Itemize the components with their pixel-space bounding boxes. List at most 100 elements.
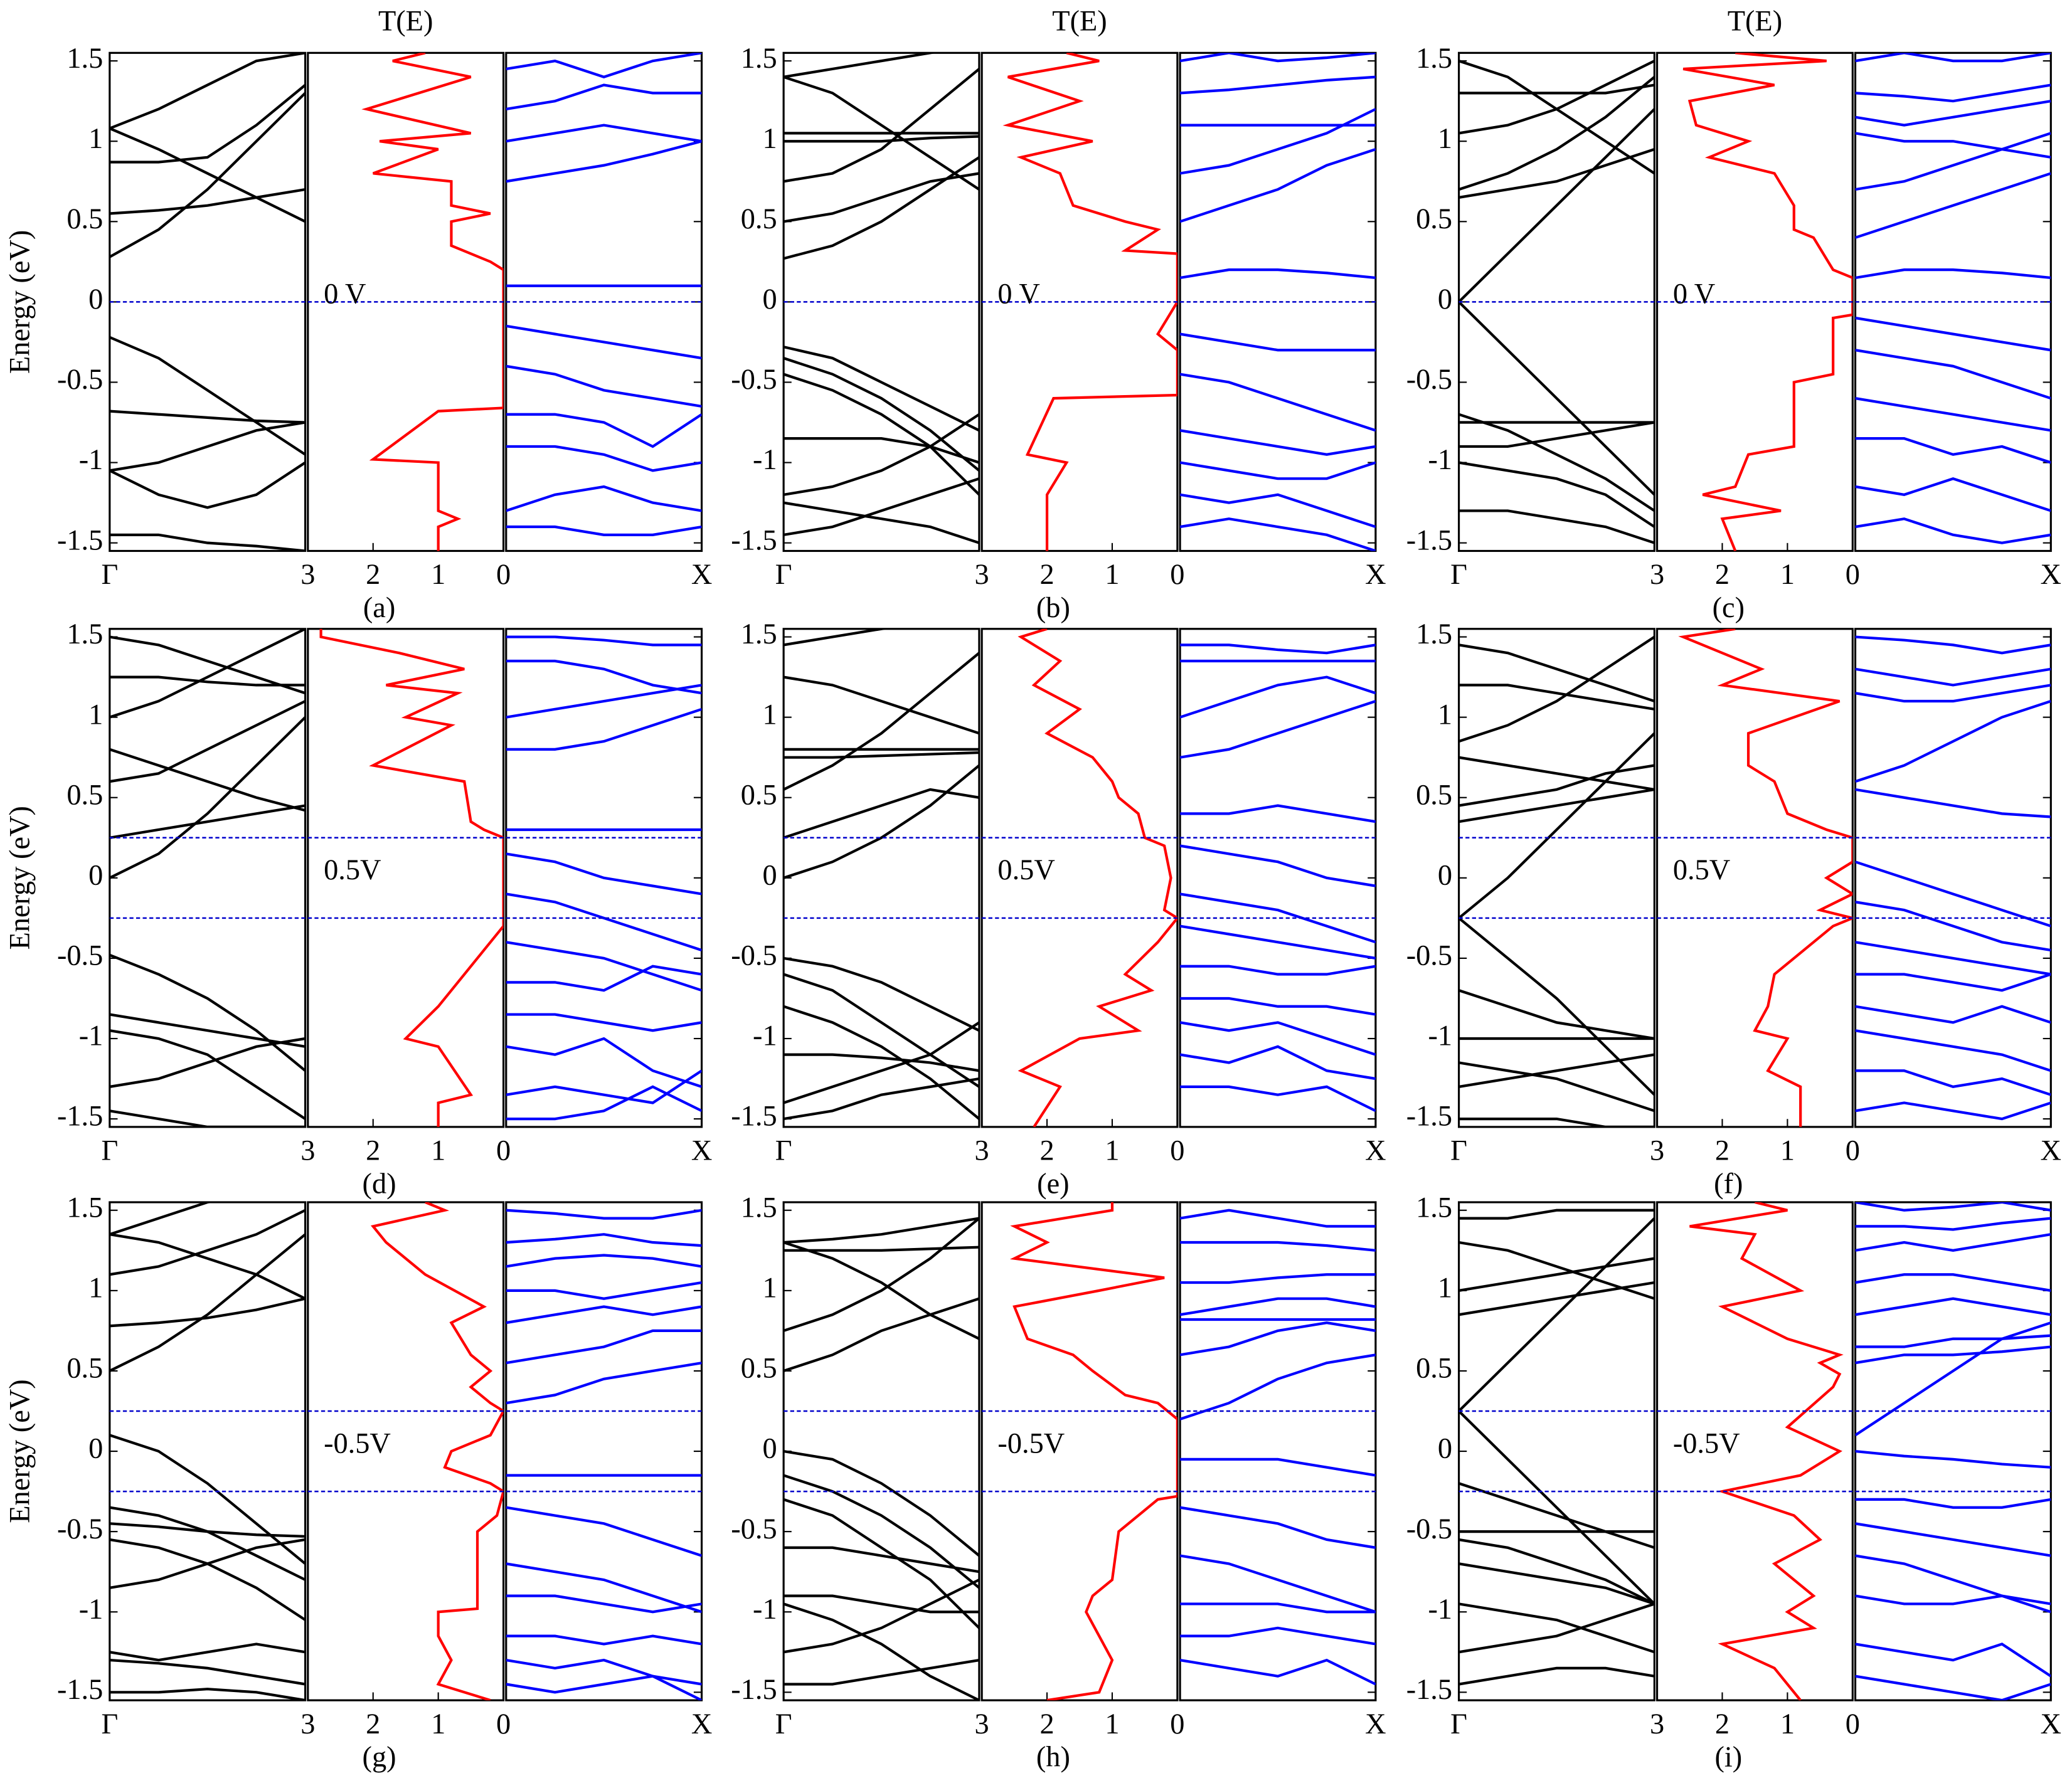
band-line [506, 1037, 702, 1088]
y-tick-label: 1.5 [66, 1192, 103, 1224]
panel-label: (a) [363, 592, 395, 624]
y-tick-label: 1 [1438, 123, 1452, 155]
transmission-line [1682, 53, 1853, 551]
band-line [1180, 1209, 1376, 1228]
band-line [1458, 108, 1655, 303]
band-line [506, 659, 702, 695]
x-tick-label: X [691, 1135, 712, 1167]
y-tick-label: 1 [762, 1272, 777, 1304]
band-line [1855, 132, 2051, 159]
transmission-group [361, 53, 504, 551]
y-tick-label: -1 [79, 1020, 104, 1052]
band-line [784, 751, 979, 759]
band-group [109, 628, 305, 1127]
y-tick-label: 0 [1438, 1433, 1452, 1465]
transmission-line [1002, 53, 1177, 551]
x-tick-label: 0 [1170, 1135, 1184, 1167]
y-tick-label: -1 [753, 1020, 777, 1052]
y-tick-label: -0.5 [731, 1513, 777, 1545]
band-line [1458, 300, 1655, 496]
band-line [1180, 892, 1376, 944]
y-tick-label: 0 [88, 283, 103, 315]
y-axis-label: Energy (eV) [4, 806, 36, 950]
band-line [1180, 804, 1376, 823]
band-line [506, 941, 702, 992]
band-line [109, 1643, 305, 1662]
y-tick-label: 1.5 [741, 1192, 777, 1224]
y-tick-label: -1.5 [57, 524, 103, 556]
band-line [109, 53, 305, 130]
band-group [1458, 60, 1655, 544]
y-tick-label: 1 [88, 123, 103, 155]
band-line [1180, 643, 1376, 655]
y-tick-label: -0.5 [731, 940, 777, 972]
x-tick-label: Γ [101, 1708, 118, 1740]
y-axis-label: Energy (eV) [4, 1379, 36, 1523]
x-tick-label: 3 [1650, 1135, 1664, 1167]
y-tick-label: 1 [1438, 1272, 1452, 1304]
band-line [506, 965, 702, 992]
band-line [784, 373, 979, 496]
x-tick-label: 0 [496, 559, 511, 591]
band-line [1855, 1029, 2051, 1072]
band-line [506, 684, 702, 719]
y-tick-label: 0.5 [741, 1353, 777, 1385]
band-line [109, 1233, 305, 1372]
band-line [109, 1037, 305, 1088]
transmission-group [1009, 1202, 1177, 1701]
x-tick-label: 0 [1170, 1708, 1184, 1740]
x-tick-label: 1 [1105, 1135, 1119, 1167]
band-line [1855, 1217, 2051, 1231]
y-tick-label: -0.5 [731, 364, 777, 396]
band-line [1180, 1273, 1376, 1284]
band-line [109, 1434, 305, 1565]
band-line [784, 1474, 979, 1589]
band-line [1855, 1069, 2051, 1096]
band-line [1458, 413, 1655, 512]
band-line [506, 83, 702, 111]
band-line [1458, 1061, 1655, 1113]
band-line [1180, 1021, 1376, 1056]
y-tick-label: 1 [88, 1272, 103, 1304]
band-line [1180, 1658, 1376, 1686]
band-line [109, 1013, 305, 1048]
x-tick-label: Γ [1450, 1708, 1467, 1740]
x-tick-label: 1 [1780, 559, 1795, 591]
x-tick-label: Γ [1450, 559, 1467, 591]
band-line [1180, 965, 1376, 976]
band-line [1180, 429, 1376, 456]
band-line [506, 53, 702, 78]
band-line [1855, 1345, 2051, 1365]
band-line [506, 1674, 702, 1701]
band-line [1855, 132, 2051, 191]
band-line [784, 357, 979, 472]
x-tick-label: 2 [1715, 1135, 1729, 1167]
band-line [506, 1085, 702, 1121]
x-tick-label: 3 [300, 1708, 315, 1740]
band-line [1458, 764, 1655, 807]
band-line [506, 1233, 702, 1247]
y-tick-label: 0.5 [66, 203, 103, 235]
band-line [784, 652, 979, 791]
panel: -1.5 -1 -0.5 0 0.5 1 1.5 Γ X 3 2 1 0 -0.5V (i) [1406, 1192, 2061, 1773]
x-tick-label: 3 [300, 1135, 315, 1167]
band-line [506, 1254, 702, 1268]
band-line [1855, 973, 2051, 992]
band-line [1855, 941, 2051, 976]
bias-label: -0.5V [324, 1427, 391, 1459]
x-tick-label: Γ [101, 1135, 118, 1167]
x-tick-label: 1 [1780, 1135, 1795, 1167]
band-line [1855, 788, 2051, 818]
band-line [506, 140, 702, 183]
panel-label: (e) [1037, 1168, 1069, 1200]
band-line [784, 1246, 979, 1252]
band-line [1458, 1217, 1655, 1412]
y-tick-label: 0 [1438, 283, 1452, 315]
band-line [784, 1053, 979, 1072]
x-tick-label: X [2041, 1708, 2061, 1740]
band-line [1855, 316, 2051, 352]
band-line [1855, 667, 2051, 687]
band-line [1855, 268, 2051, 280]
plot-frame [109, 1201, 307, 1701]
x-tick-label: 3 [975, 1708, 989, 1740]
